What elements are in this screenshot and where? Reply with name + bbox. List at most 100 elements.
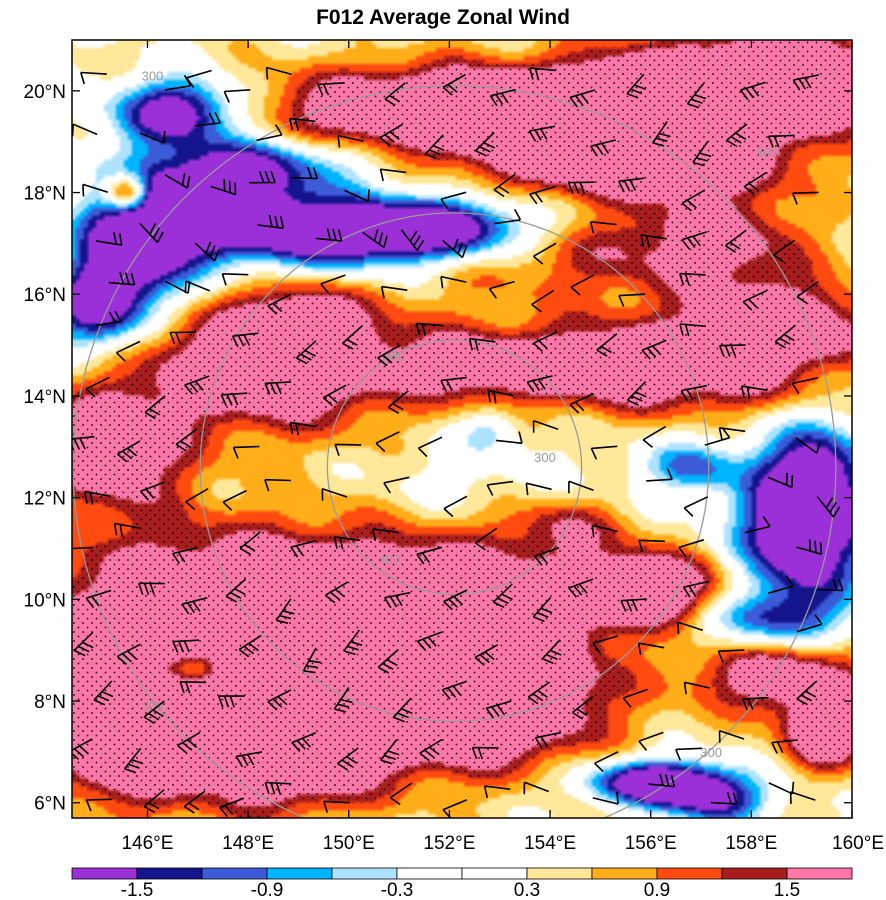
wind-barb	[288, 117, 316, 131]
wind-barb	[626, 73, 646, 99]
wind-barb	[774, 324, 796, 349]
wind-barb	[594, 751, 619, 773]
wind-barb	[617, 177, 645, 193]
wind-barb	[333, 536, 361, 550]
colorbar: -1.5 -0.9 -0.3 0.3 0.9 1.5	[71, 867, 853, 900]
wind-barb	[108, 271, 136, 286]
wind-barb	[532, 419, 559, 433]
x-tick-label: 158°E	[725, 833, 777, 854]
wind-barb	[362, 229, 388, 249]
wind-barb	[194, 111, 222, 127]
wind-barb	[113, 522, 141, 537]
wind-barb	[169, 331, 197, 344]
wind-barb	[218, 797, 245, 818]
wind-barb	[529, 67, 556, 81]
wind-barb	[93, 680, 114, 706]
wind-barb	[726, 123, 748, 148]
wind-barb	[295, 340, 317, 365]
wind-barb	[681, 231, 708, 250]
wind-barb	[767, 575, 794, 594]
y-tick-label: 16°N	[24, 285, 66, 306]
wind-barb	[264, 781, 292, 795]
wind-barb	[589, 221, 617, 234]
wind-barb	[638, 539, 665, 552]
wind-barb	[796, 539, 823, 555]
wind-barb	[333, 687, 353, 713]
wind-barb	[249, 171, 276, 184]
wind-barb	[626, 380, 647, 406]
wind-barb	[416, 546, 443, 565]
range-ring-label: 300	[383, 348, 405, 363]
wind-barb	[83, 490, 111, 505]
wind-barb	[743, 171, 767, 195]
colorbar-label: 0.9	[644, 880, 670, 900]
y-tick-label: 20°N	[24, 82, 66, 103]
wind-barb	[415, 322, 443, 336]
wind-barb	[442, 73, 466, 96]
wind-barb	[377, 344, 401, 367]
wind-barb	[569, 392, 595, 414]
wind-barb	[533, 331, 558, 353]
range-rings: 300 300 300 300 300 300 300	[72, 69, 837, 818]
wind-barb	[117, 440, 141, 463]
wind-barb	[591, 524, 618, 538]
wind-barb	[620, 598, 647, 612]
stipple-overlay	[72, 40, 852, 818]
wind-barb	[640, 234, 667, 248]
wind-barb	[115, 340, 141, 362]
wind-barb	[177, 731, 201, 754]
wind-barb	[320, 274, 346, 294]
wind-barb	[767, 134, 795, 148]
wind-barb	[264, 381, 292, 395]
wind-barb	[679, 272, 706, 286]
wind-barb	[172, 639, 200, 653]
wind-barb	[816, 578, 844, 592]
wind-barb	[323, 800, 350, 813]
wind-barb	[341, 325, 363, 350]
wind-barb	[532, 596, 553, 623]
wind-barb	[72, 546, 94, 560]
wind-barb	[291, 166, 319, 180]
colorbar-swatch	[721, 867, 788, 880]
range-ring-label: 300	[378, 552, 400, 567]
wind-barb	[375, 431, 400, 453]
colorbar-swatch	[461, 867, 528, 880]
wind-barb	[483, 785, 511, 798]
wind-barb	[677, 621, 704, 635]
colorbar-swatch	[136, 867, 203, 880]
wind-barb	[441, 680, 468, 700]
wind-barb	[529, 186, 555, 205]
range-ring-label: 300	[534, 450, 556, 465]
wind-barb	[796, 280, 819, 305]
wind-barb	[317, 82, 344, 96]
wind-barb	[82, 183, 109, 197]
colorbar-swatch	[71, 867, 138, 880]
wind-barb	[123, 747, 144, 774]
plot-area: 300 300 300 300 300 300 300	[71, 39, 853, 819]
wind-barb	[419, 738, 443, 762]
wind-barb	[72, 435, 95, 451]
x-tick-label: 154°E	[524, 833, 576, 854]
wind-barb	[679, 323, 706, 337]
wind-barb	[185, 69, 212, 88]
colorbar-swatch	[266, 867, 333, 880]
wind-barb	[143, 789, 165, 814]
wind-barb	[744, 515, 771, 534]
wind-barb	[533, 546, 560, 566]
wind-barb	[232, 445, 260, 459]
wind-barb	[796, 680, 817, 706]
wind-barb	[532, 242, 557, 265]
wind-barb	[725, 229, 747, 253]
wind-barb	[116, 643, 141, 665]
wind-barb	[718, 427, 746, 440]
range-ring	[199, 212, 710, 723]
range-ring-label: 300	[142, 699, 164, 714]
wind-barb	[264, 478, 291, 492]
wind-barb	[496, 431, 523, 445]
wind-barb	[267, 293, 292, 315]
wind-barb	[475, 131, 495, 157]
range-ring	[72, 85, 837, 818]
colorbar-swatch	[526, 867, 593, 880]
wind-barb	[238, 634, 262, 658]
